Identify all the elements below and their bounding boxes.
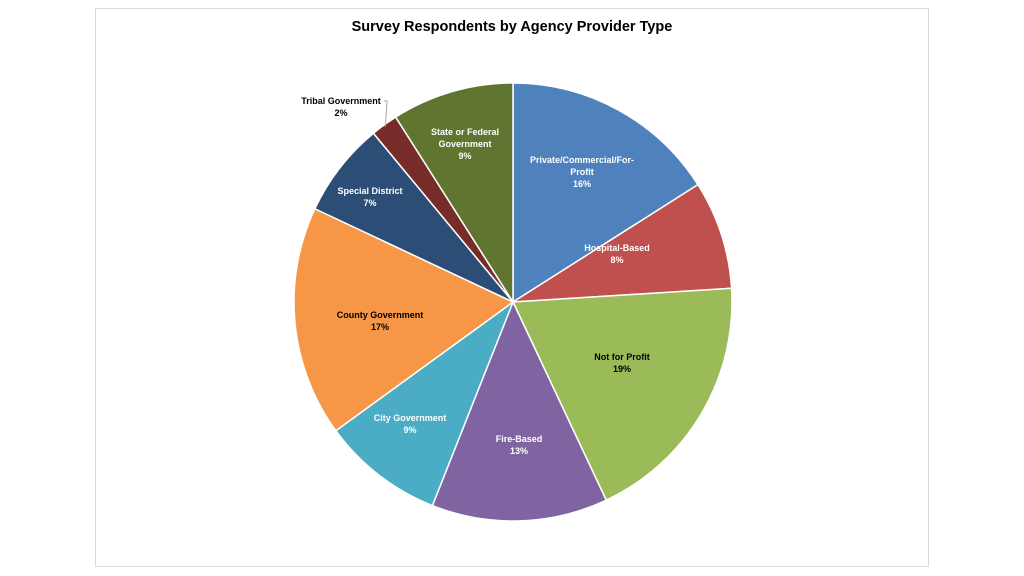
slice-category-label: State or Federal	[431, 127, 499, 137]
slice-value-label: 9%	[458, 151, 471, 161]
slice-value-label: 19%	[613, 364, 631, 374]
slice-category-label: Hospital-Based	[584, 243, 650, 253]
slice-label: State or Federal Government 9%	[431, 127, 499, 161]
slice-value-label: 2%	[334, 108, 347, 118]
slice-label: Not for Profit 19%	[594, 352, 650, 374]
slice-value-label: 9%	[403, 425, 416, 435]
pie-slice	[394, 82, 514, 305]
slice-label: Private/Commercial/For- Profit 16%	[530, 155, 634, 189]
slice-value-label: 16%	[573, 179, 591, 189]
slice-value-label: 13%	[510, 446, 528, 456]
pie-slice	[431, 300, 608, 522]
pie-slice	[293, 207, 515, 432]
slice-category-label: Special District	[337, 186, 402, 196]
pie-slice	[511, 287, 733, 502]
slice-category-label: Government	[438, 139, 491, 149]
slice-category-label: Profit	[570, 167, 594, 177]
chart-title: Survey Respondents by Agency Provider Ty…	[351, 19, 673, 35]
chart-area: Survey Respondents by Agency Provider Ty…	[95, 8, 929, 567]
slice-value-label: 17%	[371, 322, 389, 332]
slice-category-label: Not for Profit	[594, 352, 650, 362]
slice-label: County Government 17%	[337, 310, 424, 332]
slice-category-label: County Government	[337, 310, 424, 320]
slice-label: Tribal Government 2%	[301, 96, 381, 118]
pie-chart: Private/Commercial/For- Profit 16% Hospital…	[293, 82, 733, 522]
slice-value-label: 7%	[363, 198, 376, 208]
pie-slice	[512, 183, 733, 303]
slice-category-label: Tribal Government	[301, 96, 381, 106]
pie-slice	[512, 82, 699, 304]
slice-category-label: Private/Commercial/For-	[530, 155, 634, 165]
leader-line	[384, 100, 388, 127]
slice-label: City Government 9%	[374, 413, 447, 435]
pie-slice	[334, 299, 515, 507]
slice-category-label: Fire-Based	[496, 434, 543, 444]
slice-category-label: City Government	[374, 413, 447, 423]
slice-value-label: 8%	[610, 255, 623, 265]
slice-label: Hospital-Based 8%	[584, 243, 650, 265]
slice-label: Special District 7%	[337, 186, 402, 208]
slice-label: Fire-Based 13%	[496, 434, 543, 456]
